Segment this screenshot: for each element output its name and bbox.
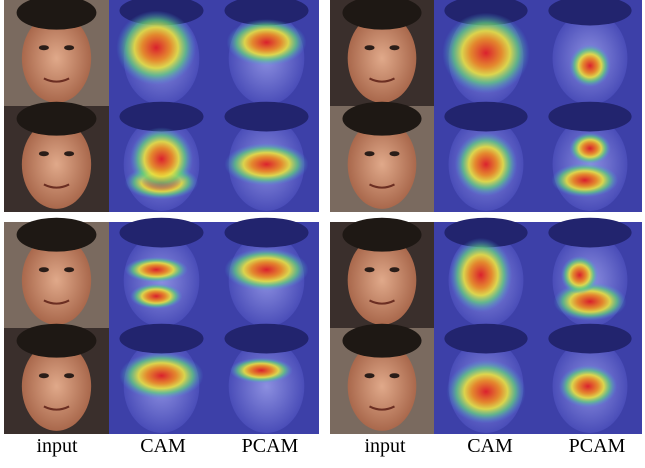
hair <box>444 324 527 354</box>
hair <box>342 218 421 252</box>
eye <box>365 45 375 50</box>
heat-blob <box>130 283 183 308</box>
eye <box>64 151 74 156</box>
eye <box>389 267 399 272</box>
eye <box>389 151 399 156</box>
heat-blob <box>559 365 617 407</box>
hair <box>225 218 309 248</box>
hair <box>17 218 97 252</box>
hair <box>17 102 97 136</box>
heat-blob <box>455 133 517 197</box>
column-label: PCAM <box>569 435 626 457</box>
eye <box>365 373 375 378</box>
heatmap-image <box>214 102 319 212</box>
heatmap-image <box>109 218 214 328</box>
eye <box>39 45 49 50</box>
hair <box>120 102 204 132</box>
eye <box>39 151 49 156</box>
hair <box>548 102 631 132</box>
heat-blob <box>130 127 193 191</box>
heat-blob <box>450 238 512 312</box>
input-image <box>330 218 434 328</box>
heatmap-image <box>538 0 642 106</box>
hair <box>120 218 204 248</box>
heatmap-image <box>434 0 538 106</box>
hair <box>548 218 631 248</box>
hair <box>342 324 421 358</box>
heat-blob <box>569 45 611 87</box>
heat-blob <box>120 352 204 399</box>
heat-blob <box>225 249 309 291</box>
heatmap-image <box>538 102 642 212</box>
hair <box>548 324 631 354</box>
heatmap-image <box>109 324 214 434</box>
heatmap-image <box>109 0 214 106</box>
hair <box>225 324 309 354</box>
eye <box>389 373 399 378</box>
hair <box>120 324 204 354</box>
input-image <box>330 324 434 434</box>
input-image <box>4 218 109 328</box>
column-label: CAM <box>467 435 513 457</box>
hair <box>444 102 527 132</box>
heatmap-image <box>538 324 642 434</box>
heatmap-image <box>434 324 538 434</box>
eye <box>39 267 49 272</box>
heat-blob <box>561 256 598 294</box>
eye <box>365 151 375 156</box>
heat-blob <box>227 19 307 66</box>
heatmap-image <box>214 324 319 434</box>
input-image <box>330 102 434 212</box>
heat-blob <box>116 11 196 85</box>
hair <box>225 102 309 132</box>
column-label: CAM <box>140 435 186 457</box>
heat-blob <box>442 13 529 94</box>
input-image <box>330 0 434 106</box>
hair <box>342 102 421 136</box>
column-label: input <box>36 435 78 457</box>
heatmap-image <box>434 102 538 212</box>
heat-blob <box>230 358 293 383</box>
eye <box>365 267 375 272</box>
eye <box>389 45 399 50</box>
heat-blob <box>125 257 188 282</box>
eye <box>39 373 49 378</box>
heat-blob <box>446 360 525 424</box>
heatmap-image <box>109 102 214 212</box>
heatmap-image <box>214 218 319 328</box>
heatmap-image <box>214 0 319 106</box>
heatmap-image <box>538 218 642 328</box>
heat-blob <box>569 133 611 165</box>
eye <box>64 267 74 272</box>
input-image <box>4 102 109 212</box>
input-image <box>4 0 109 106</box>
heat-blob <box>225 143 309 185</box>
image-grid <box>4 0 642 434</box>
input-image <box>4 324 109 434</box>
eye <box>64 373 74 378</box>
column-label: PCAM <box>242 435 299 457</box>
figure: input CAM PCAM input CAM PCAM <box>0 0 645 468</box>
heat-blob <box>552 163 619 197</box>
face <box>229 340 305 433</box>
column-label: input <box>364 435 406 457</box>
eye <box>64 45 74 50</box>
heatmap-image <box>434 218 538 328</box>
hair <box>17 324 97 358</box>
